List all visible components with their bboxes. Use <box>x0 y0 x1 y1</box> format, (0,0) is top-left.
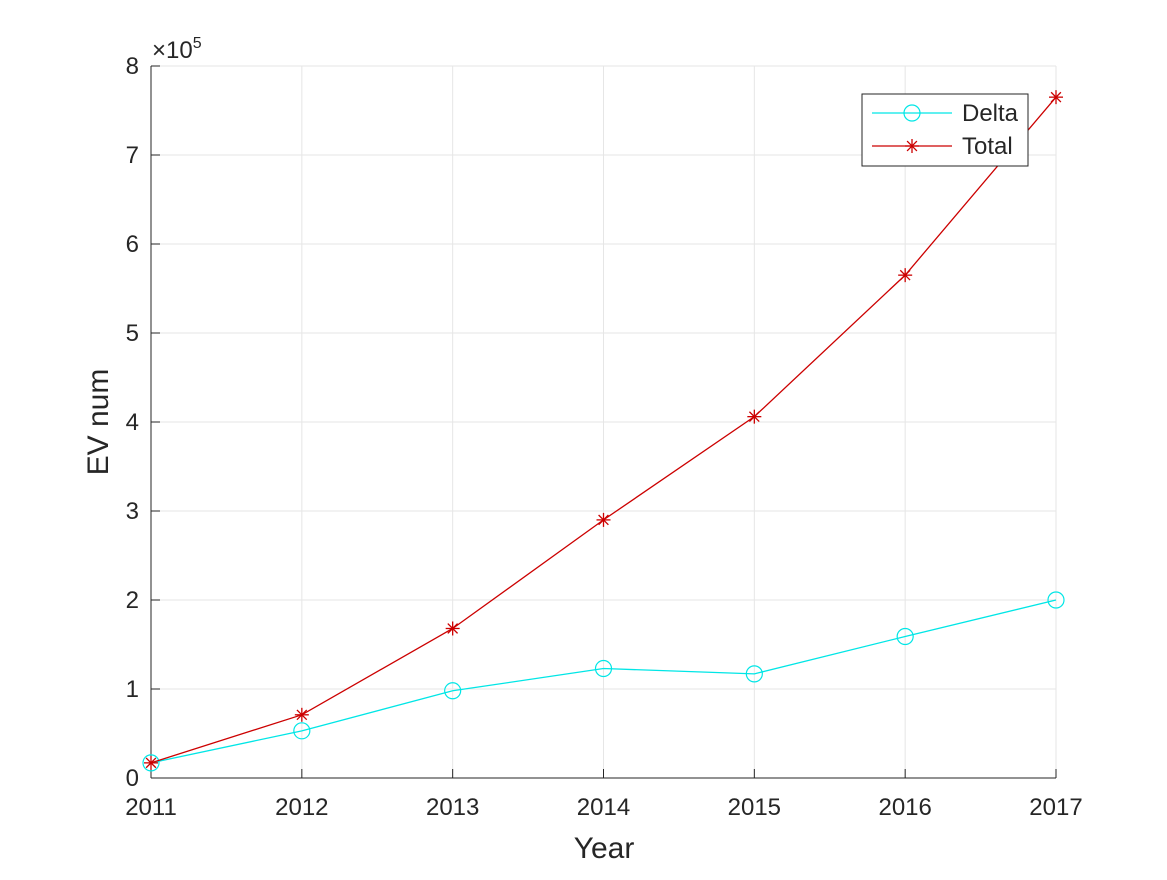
data-point-delta <box>745 665 763 683</box>
x-tick-label: 2017 <box>1029 794 1082 821</box>
legend: Delta Total <box>861 93 1029 167</box>
asterisk-stroke <box>296 709 308 721</box>
asterisk-stroke <box>899 269 911 281</box>
asterisk-stroke <box>598 514 609 526</box>
y-tick-label: 0 <box>126 765 139 792</box>
legend-label-total: Total <box>962 133 1013 160</box>
data-point-total <box>898 268 913 283</box>
y-tick-label: 8 <box>126 53 139 80</box>
data-point-total <box>596 512 611 527</box>
legend-marker-delta <box>903 104 921 122</box>
x-tick-label: 2012 <box>275 794 328 821</box>
data-point-total <box>747 409 762 424</box>
asterisk-stroke <box>748 411 760 423</box>
y-tick-label: 1 <box>126 676 139 703</box>
x-tick-label: 2014 <box>577 794 630 821</box>
data-point-delta <box>142 754 160 772</box>
asterisk-stroke <box>906 140 918 152</box>
y-tick-label: 7 <box>126 142 139 169</box>
asterisk-stroke <box>145 757 157 769</box>
y-scale-exponent-label: ×105 <box>152 35 202 64</box>
data-point-delta <box>293 722 311 740</box>
x-tick-label: 2011 <box>125 794 177 821</box>
x-axis-label: Year <box>574 832 635 865</box>
data-point-total <box>1049 90 1063 105</box>
labels: Year EV num ×105 <box>82 35 634 865</box>
asterisk-stroke <box>447 623 459 634</box>
x-tick-label: 2015 <box>728 794 781 821</box>
y-tick-label: 5 <box>126 320 139 347</box>
y-tick-label: 6 <box>126 231 139 258</box>
x-tick-label: 2016 <box>878 794 931 821</box>
data-point-delta <box>594 659 613 678</box>
y-tick-label: 4 <box>126 409 139 436</box>
axes: 2011 2012 2013 2014 2015 2016 2017 0 1 2 3 4 5 6 7 8 <box>125 53 1083 821</box>
x-tick-label: 2013 <box>426 794 479 821</box>
y-scale-exponent: 5 <box>193 35 202 52</box>
series <box>142 90 1065 772</box>
legend-label-delta: Delta <box>962 100 1019 127</box>
legend-box <box>861 93 1029 167</box>
legend-marker-total <box>905 139 919 153</box>
y-scale-factor: ×10 <box>152 37 193 64</box>
data-point-delta <box>1047 591 1065 609</box>
data-point-delta <box>444 682 462 700</box>
series-line-delta <box>150 599 1057 764</box>
data-point-total <box>294 707 309 722</box>
data-point-total <box>445 621 460 636</box>
y-axis-label: EV num <box>82 369 115 476</box>
y-tick-label: 3 <box>126 498 139 525</box>
asterisk-stroke <box>1050 91 1062 103</box>
data-point-total <box>144 755 158 770</box>
data-point-delta <box>896 627 914 646</box>
y-tick-label: 2 <box>126 587 139 614</box>
